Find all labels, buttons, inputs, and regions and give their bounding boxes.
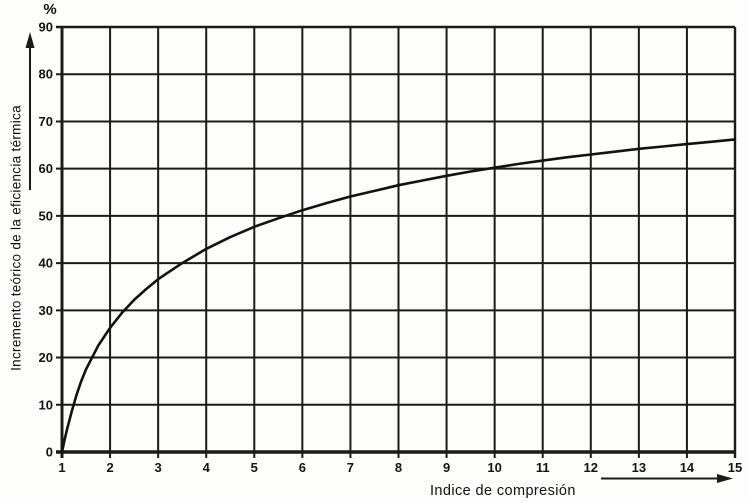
x-tick-label: 5	[251, 460, 258, 475]
y-tick-label: 70	[39, 114, 53, 129]
y-tick-label: 50	[39, 208, 53, 223]
y-tick-label: 80	[39, 67, 53, 82]
x-tick-label: 6	[299, 460, 306, 475]
y-tick-label: 0	[46, 445, 53, 460]
x-tick-label: 11	[536, 460, 550, 475]
x-tick-label: 3	[155, 460, 162, 475]
y-tick-label: 40	[39, 256, 53, 271]
y-tick-label: 10	[39, 397, 53, 412]
x-tick-label: 15	[728, 460, 742, 475]
x-axis-title: Indice de compresión	[430, 483, 576, 499]
x-tick-label: 7	[347, 460, 354, 475]
x-tick-label: 10	[487, 460, 501, 475]
x-tick-label: 2	[106, 460, 113, 475]
y-tick-label: 60	[39, 161, 53, 176]
x-tick-label: 9	[443, 460, 450, 475]
x-tick-label: 12	[584, 460, 598, 475]
x-tick-label: 4	[203, 460, 211, 475]
x-tick-label: 14	[680, 460, 695, 475]
y-tick-label: 30	[39, 303, 53, 318]
y-axis-unit-label: %	[43, 1, 57, 18]
y-axis-arrowhead-icon	[25, 32, 35, 48]
efficiency-curve	[60, 138, 737, 454]
y-tick-label: 90	[39, 20, 53, 35]
x-tick-label: 1	[58, 460, 65, 475]
x-tick-label: 13	[632, 460, 646, 475]
x-tick-label: 8	[395, 460, 402, 475]
x-axis-arrowhead-icon	[717, 474, 733, 483]
y-tick-label: 20	[39, 350, 53, 365]
y-axis-title: Incremento teórico de la eficiencia térm…	[8, 105, 24, 371]
